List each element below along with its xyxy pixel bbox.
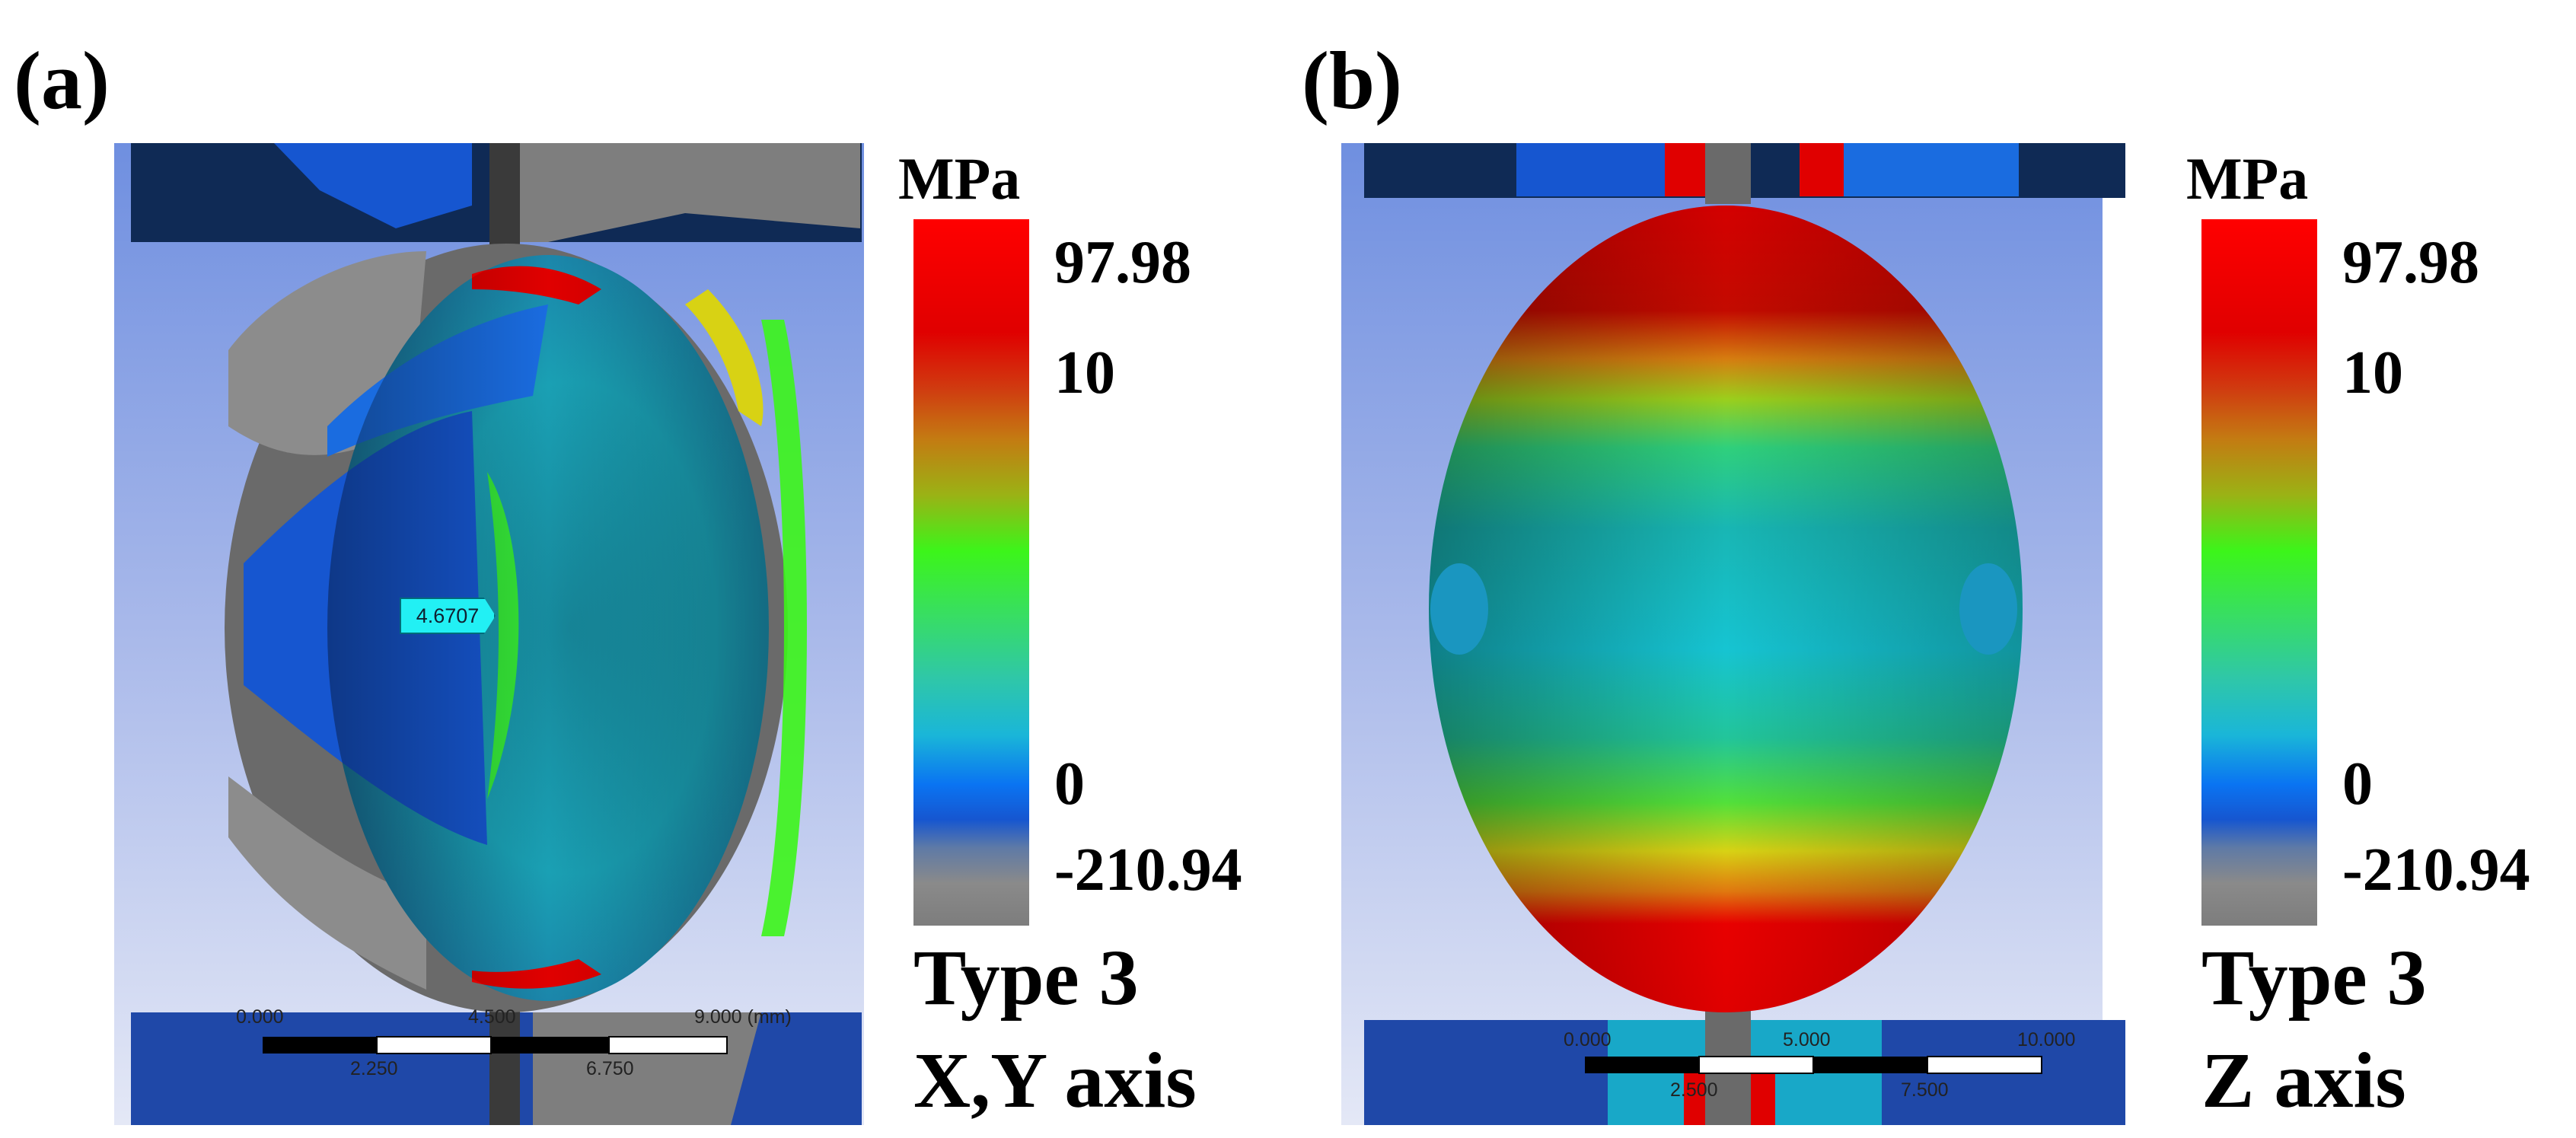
legend-tick: 10 xyxy=(2342,339,2403,406)
simulation-view xyxy=(114,143,864,1125)
caption-axis: X,Y axis xyxy=(913,1037,1197,1124)
legend-tick: 10 xyxy=(1054,339,1115,406)
cavity-shading xyxy=(327,255,769,1001)
scale-bar-label: 4.500 xyxy=(468,1006,516,1028)
color-legend-bar xyxy=(913,219,1029,926)
legend-unit: MPa xyxy=(898,145,1021,212)
color-legend-bar xyxy=(2201,219,2317,926)
scale-bar-label: 0.000 xyxy=(1564,1029,1612,1050)
legend-tick: 0 xyxy=(1054,751,1085,818)
scale-bar-label: 10.000 xyxy=(2017,1029,2076,1050)
panel-a: (a) 4.6707 0.000 4.500 9.000 (mm) 2. xyxy=(14,36,1242,1125)
top-red-hotspot xyxy=(1800,143,1844,196)
scale-bar-segment xyxy=(1813,1057,1927,1073)
top-fixture-blue-zone xyxy=(274,143,472,228)
panel-b: (b) 0.000 5.000 10.000 2.500 7.500 MPa 9… xyxy=(1288,0,2576,1138)
caption-type: Type 3 xyxy=(2201,934,2427,1022)
legend-tick: 0 xyxy=(2342,751,2373,818)
scale-bar-segment xyxy=(608,1036,728,1054)
scale-bar-label: 9.000 (mm) xyxy=(694,1006,792,1028)
panel-label: (b) xyxy=(1302,36,1402,126)
top-rod xyxy=(1705,143,1751,204)
green-ring xyxy=(761,320,807,936)
caption-type: Type 3 xyxy=(913,934,1139,1022)
top-fixture-blue-zone xyxy=(1516,143,1699,196)
shell-shading xyxy=(1429,206,2023,1012)
scale-bar-label: 7.500 xyxy=(1901,1079,1949,1101)
scale-bar-segment xyxy=(1585,1057,1699,1073)
top-red-hotspot xyxy=(1665,143,1714,196)
scale-bar-segment xyxy=(1927,1056,2042,1074)
simulation-view xyxy=(1341,143,2125,1125)
scale-bar-label: 2.250 xyxy=(350,1058,398,1079)
legend-tick: -210.94 xyxy=(2342,837,2530,904)
top-rod xyxy=(489,143,520,246)
scale-bar-label: 6.750 xyxy=(586,1058,634,1079)
top-fixture-grey-zone xyxy=(502,143,860,242)
legend-unit: MPa xyxy=(2186,145,2309,212)
caption-axis: Z axis xyxy=(2201,1037,2406,1124)
scale-bar-segment xyxy=(263,1037,377,1054)
shell-grey-highlight-lower xyxy=(228,776,426,990)
side-bulge-right xyxy=(1959,563,2017,655)
top-fixture-blue-zone xyxy=(1821,143,2019,196)
side-bulge-left xyxy=(1430,563,1488,655)
probe-label[interactable]: 4.6707 xyxy=(400,598,496,634)
scale-bar-label: 5.000 xyxy=(1783,1029,1831,1050)
legend-tick: 97.98 xyxy=(2342,229,2479,296)
scale-bar-segment xyxy=(1698,1056,1814,1074)
bottom-rod xyxy=(489,993,520,1125)
panel-label: (a) xyxy=(14,36,110,126)
scale-bar-label: 0.000 xyxy=(236,1006,284,1028)
legend-tick: -210.94 xyxy=(1054,837,1242,904)
scale-bar-label: 2.500 xyxy=(1670,1079,1718,1101)
bottom-fixture-grey-zone xyxy=(533,1012,761,1125)
scale-bar-segment xyxy=(376,1036,492,1054)
legend-tick: 97.98 xyxy=(1054,229,1191,296)
yellow-band xyxy=(685,289,764,426)
scale-bar-segment xyxy=(491,1037,609,1054)
